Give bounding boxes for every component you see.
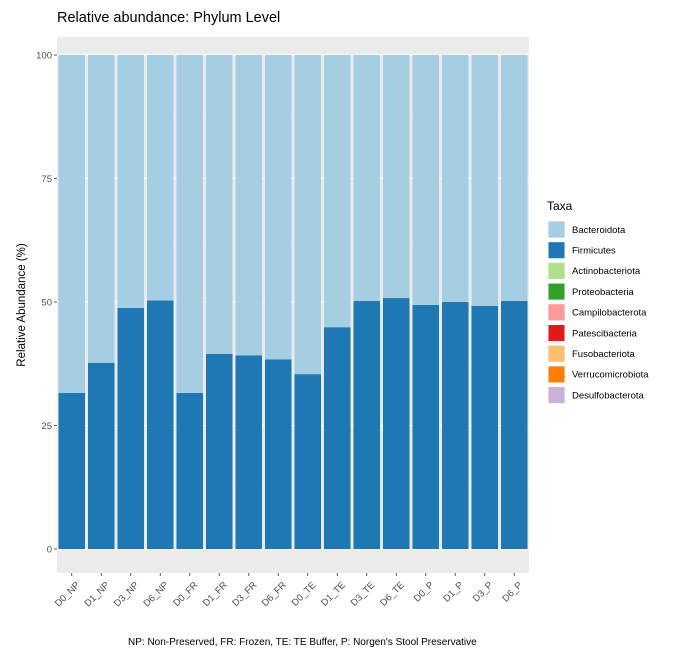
legend-swatch (548, 262, 565, 279)
legend-swatch (548, 345, 565, 362)
legend-label: Actinobacteriota (572, 266, 641, 277)
x-tick-label: D3_FR (230, 580, 259, 609)
bar-segment-bacteroidota (412, 55, 440, 305)
bars (58, 55, 528, 549)
bar-segment-bacteroidota (500, 55, 528, 302)
bar-segment-firmicutes (205, 353, 233, 549)
bar-segment-bacteroidota (235, 55, 263, 356)
chart-title: Relative abundance: Phylum Level (57, 10, 280, 26)
bar-segment-firmicutes (323, 327, 351, 549)
bar-segment-firmicutes (58, 392, 86, 549)
x-tick-label: D6_FR (260, 580, 289, 609)
legend-title: Taxa (547, 199, 573, 213)
bar-segment-firmicutes (176, 392, 204, 549)
x-tick-label: D6_NP (141, 580, 170, 609)
legend: Bacteroidota Firmicutes Actinobacteriota Pr… (548, 221, 649, 404)
x-tick-label: D3_P (471, 580, 496, 605)
bar-segment-bacteroidota (294, 55, 322, 375)
bar-segment-firmicutes (264, 359, 292, 549)
bar-segment-firmicutes (412, 304, 440, 549)
bar-segment-firmicutes (294, 374, 322, 549)
y-tick-label: 75 (41, 174, 52, 185)
bar-segment-bacteroidota (382, 55, 410, 299)
legend-swatch (548, 387, 565, 404)
x-tick-label: D0_TE (290, 580, 319, 609)
y-tick-label: 100 (36, 51, 52, 62)
bar-segment-firmicutes (471, 305, 499, 549)
legend-swatch (548, 366, 565, 383)
legend-label: Fusobacteriota (572, 349, 636, 360)
x-tick-label: D0_P (412, 580, 437, 605)
x-tick-label: D0_FR (171, 580, 200, 609)
legend-label: Campilobacterota (572, 308, 647, 319)
bar-segment-bacteroidota (441, 55, 469, 302)
legend-label: Proteobacteria (572, 287, 635, 298)
bar-segment-bacteroidota (58, 55, 86, 393)
x-tick-label: D6_TE (378, 580, 407, 609)
bar-segment-bacteroidota (264, 55, 292, 360)
y-tick-label: 25 (41, 421, 52, 432)
x-tick-label: D3_NP (112, 580, 141, 609)
legend-swatch (548, 304, 565, 321)
bar-segment-firmicutes (235, 355, 263, 549)
legend-swatch (548, 325, 565, 341)
legend-label: Desulfobacterota (572, 390, 645, 401)
x-tick-label: D3_TE (349, 580, 378, 609)
x-tick-label: D1_P (441, 580, 466, 605)
y-axis-label: Relative Abundance (%) (16, 243, 28, 367)
bar-segment-bacteroidota (176, 55, 204, 393)
caption: NP: Non-Preserved, FR: Frozen, TE: TE Bu… (128, 637, 477, 648)
bar-segment-firmicutes (382, 298, 410, 549)
y-tick-label: 50 (41, 298, 52, 309)
legend-label: Verrucomicrobiota (572, 370, 649, 381)
bar-segment-firmicutes (146, 300, 174, 549)
x-tick-label: D1_TE (319, 580, 348, 609)
x-tick-label: D0_NP (53, 580, 82, 609)
x-axis: D0_NP D1_NP D3_NP D6_NP D0_FR D1_FR D3_FR D6_FR… (53, 573, 525, 609)
legend-label: Firmicutes (572, 246, 616, 257)
y-tick-label: 0 (47, 545, 52, 556)
x-tick-label: D1_FR (201, 580, 230, 609)
legend-label: Bacteroidota (572, 225, 626, 236)
bar-segment-bacteroidota (146, 55, 174, 301)
x-tick-label: D1_NP (82, 580, 111, 609)
y-axis: 0 25 50 75 100 (36, 51, 57, 556)
bar-segment-bacteroidota (353, 55, 381, 302)
legend-swatch (548, 242, 565, 259)
bar-segment-bacteroidota (117, 55, 145, 308)
legend-swatch (548, 283, 565, 300)
bar-segment-firmicutes (87, 362, 115, 549)
legend-swatch (548, 221, 565, 238)
bar-segment-firmicutes (117, 307, 145, 549)
bar-segment-firmicutes (500, 301, 528, 549)
bar-segment-firmicutes (441, 302, 469, 549)
bar-segment-bacteroidota (205, 55, 233, 354)
x-tick-label: D6_P (500, 580, 525, 605)
bar-segment-bacteroidota (323, 55, 351, 328)
bar-segment-bacteroidota (471, 55, 499, 306)
bar-segment-firmicutes (353, 301, 381, 549)
legend-label: Patescibacteria (572, 328, 638, 339)
bar-segment-bacteroidota (87, 55, 115, 363)
